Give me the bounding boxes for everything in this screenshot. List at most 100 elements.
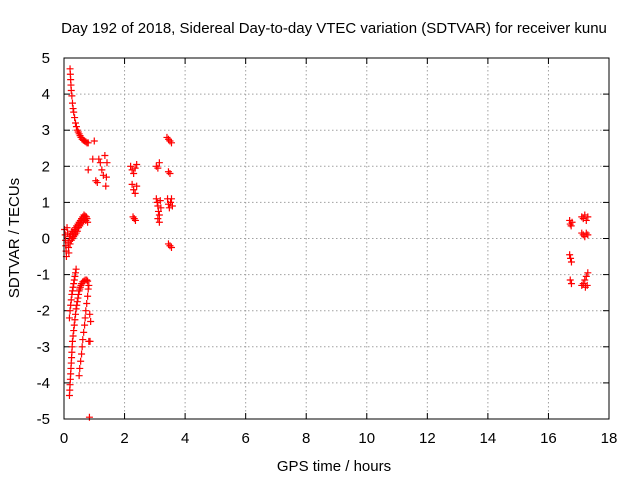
- data-point: [167, 198, 175, 206]
- data-point: [70, 327, 78, 335]
- data-point: [83, 215, 91, 223]
- data-point: [584, 213, 592, 221]
- data-point: [128, 180, 136, 188]
- data-point: [130, 186, 138, 194]
- data-point: [133, 160, 141, 168]
- data-point: [167, 139, 175, 147]
- data-point: [73, 301, 81, 309]
- data-point: [98, 166, 106, 174]
- data-point: [67, 301, 75, 309]
- data-point: [131, 216, 139, 224]
- data-point: [127, 162, 135, 170]
- data-point: [79, 336, 87, 344]
- data-point: [101, 151, 109, 159]
- data-point: [86, 310, 94, 318]
- data-point: [84, 292, 92, 300]
- data-point: [67, 296, 75, 304]
- data-point: [84, 285, 92, 293]
- data-point: [66, 307, 74, 315]
- data-point: [568, 218, 576, 226]
- plot-frame: [63, 57, 610, 420]
- data-point: [72, 119, 80, 127]
- data-point: [66, 240, 74, 248]
- data-point: [77, 357, 85, 365]
- y-tick-label: -4: [37, 375, 50, 392]
- chart-title: Day 192 of 2018, Sidereal Day-to-day VTE…: [61, 20, 607, 37]
- data-point: [83, 299, 91, 307]
- data-point: [72, 123, 80, 131]
- data-point: [84, 218, 92, 226]
- x-tick-label: 0: [60, 430, 68, 447]
- data-point: [102, 182, 110, 190]
- data-point: [85, 413, 93, 421]
- data-point: [78, 350, 86, 358]
- data-point: [156, 197, 164, 205]
- data-point: [166, 170, 174, 178]
- data-point: [84, 166, 92, 174]
- data-point: [71, 316, 79, 324]
- data-point: [70, 280, 78, 288]
- data-point: [85, 281, 93, 289]
- data-point: [70, 321, 78, 329]
- data-point: [65, 249, 73, 257]
- data-point: [84, 277, 92, 285]
- data-point: [584, 231, 592, 239]
- data-point: [71, 114, 79, 122]
- data-point: [70, 108, 78, 116]
- data-point: [566, 251, 574, 259]
- data-point: [103, 159, 111, 167]
- data-point: [68, 92, 76, 100]
- data-point: [167, 244, 175, 252]
- data-point: [567, 222, 575, 230]
- data-point: [89, 155, 97, 163]
- data-point: [67, 86, 75, 94]
- data-point: [154, 164, 162, 172]
- grid-lines: [64, 58, 609, 419]
- data-point: [63, 224, 71, 232]
- x-tick-label: 16: [540, 430, 557, 447]
- data-point: [154, 215, 162, 223]
- y-tick-label: -3: [37, 339, 50, 356]
- data-point: [68, 99, 76, 107]
- x-tick-label: 14: [480, 430, 497, 447]
- y-tick-label: -2: [37, 303, 50, 320]
- data-point: [155, 211, 163, 219]
- data-point: [68, 287, 76, 295]
- data-point: [71, 272, 79, 280]
- data-point: [584, 269, 592, 277]
- data-point: [152, 195, 160, 203]
- data-point: [90, 137, 98, 145]
- y-tick-label: -5: [37, 411, 50, 428]
- data-point: [72, 269, 80, 277]
- data-point: [84, 139, 92, 147]
- y-axis-label: SDTVAR / TECUs: [6, 178, 23, 298]
- data-point: [72, 265, 80, 273]
- x-tick-label: 12: [419, 430, 436, 447]
- y-tick-label: 1: [42, 194, 50, 211]
- data-point: [157, 204, 165, 212]
- x-tick-label: 6: [241, 430, 249, 447]
- data-point: [168, 202, 176, 210]
- data-point: [81, 321, 89, 329]
- x-tick-label: 8: [302, 430, 310, 447]
- data-points: [61, 65, 592, 421]
- data-point: [70, 276, 78, 284]
- data-point: [102, 173, 110, 181]
- data-point: [131, 189, 139, 197]
- y-tick-label: 2: [42, 158, 50, 175]
- data-point: [72, 305, 80, 313]
- data-point: [131, 164, 139, 172]
- data-point: [582, 272, 590, 280]
- data-point: [567, 254, 575, 262]
- data-point: [581, 276, 589, 284]
- data-point: [83, 276, 91, 284]
- data-point: [96, 159, 104, 167]
- data-point: [567, 280, 575, 288]
- data-point: [81, 314, 89, 322]
- data-point: [69, 105, 77, 113]
- data-point: [82, 307, 90, 315]
- x-tick-label: 18: [601, 430, 618, 447]
- data-point: [582, 216, 590, 224]
